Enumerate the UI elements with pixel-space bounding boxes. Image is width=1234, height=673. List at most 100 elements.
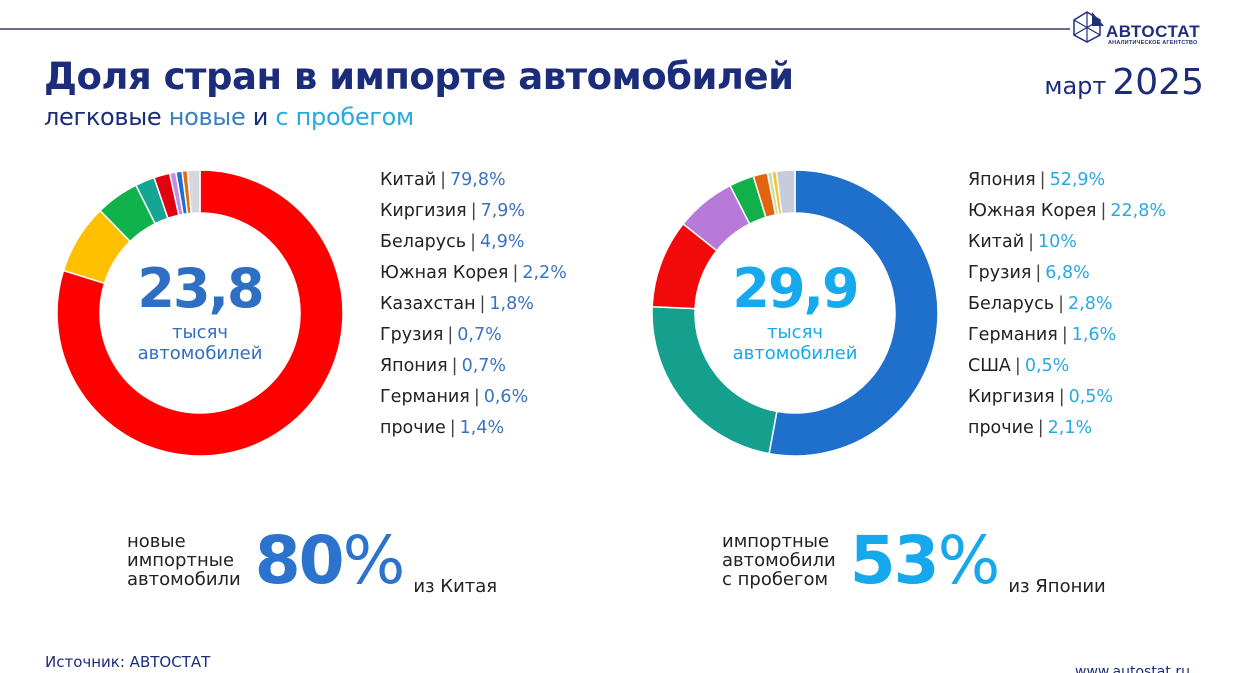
legend-separator: | bbox=[479, 294, 486, 314]
legend-value: 10% bbox=[1038, 232, 1077, 252]
legend-item: Грузия | 6,8% bbox=[968, 258, 1166, 289]
legend-label: прочие bbox=[380, 418, 446, 438]
report-date: март 2025 bbox=[1044, 62, 1204, 103]
website-link[interactable]: www.autostat.ru bbox=[1075, 664, 1190, 673]
stat-new-desc-line3: автомобили bbox=[127, 569, 241, 590]
total-new-unit-line1: тысяч bbox=[171, 322, 229, 343]
donut-slice-япония bbox=[768, 169, 939, 457]
stat-new-percent: 80% bbox=[255, 522, 406, 599]
legend-label: Япония bbox=[380, 356, 448, 376]
legend-item: Киргизия | 7,9% bbox=[380, 196, 567, 227]
legend-value: 2,8% bbox=[1068, 294, 1113, 314]
legend-separator: | bbox=[470, 201, 477, 221]
page-subtitle: легковые новые и с пробегом bbox=[44, 103, 414, 131]
legend-separator: | bbox=[1058, 294, 1064, 314]
stat-new-desc-line2: импортные bbox=[127, 550, 235, 571]
legend-item: Южная Корея | 2,2% bbox=[380, 258, 567, 289]
legend-separator: | bbox=[1058, 387, 1065, 407]
legend-separator: | bbox=[1035, 263, 1042, 283]
legend-label: Китай bbox=[968, 232, 1025, 252]
total-new-value: 23,8 bbox=[137, 257, 264, 320]
legend-item: Киргизия | 0,5% bbox=[968, 382, 1166, 413]
legend-label: Киргизия bbox=[380, 201, 467, 221]
legend-value: 2,1% bbox=[1047, 418, 1093, 438]
donut-center-new: 23,8 тысяч автомобилей bbox=[100, 257, 300, 365]
legend-new: Китай | 79,8% Киргизия | 7,9% Беларусь | 4,9% Южн… bbox=[380, 165, 567, 444]
total-used-value: 29,9 bbox=[732, 257, 859, 320]
donut-slice-прочие bbox=[775, 169, 796, 215]
stat-new-pct-sign: % bbox=[342, 522, 406, 599]
legend-separator: | bbox=[1014, 356, 1021, 376]
legend-label: Южная Корея bbox=[968, 201, 1097, 221]
legend-label: Япония bbox=[968, 170, 1036, 190]
legend-label: Беларусь bbox=[968, 294, 1055, 314]
legend-label: Южная Корея bbox=[380, 263, 509, 283]
stat-used: импортные автомобили с пробегом 53% из Яп… bbox=[722, 522, 1106, 599]
legend-item: Китай | 79,8% bbox=[380, 165, 567, 196]
legend-item: Китай | 10% bbox=[968, 227, 1166, 258]
donut-slice-китай bbox=[56, 169, 344, 457]
page-title: Доля стран в импорте автомобилей bbox=[44, 55, 794, 98]
legend-item: Южная Корея | 22,8% bbox=[968, 196, 1166, 227]
legend-value: 4,9% bbox=[480, 232, 525, 252]
legend-separator: | bbox=[1100, 201, 1107, 221]
legend-item: Казахстан | 1,8% bbox=[380, 289, 567, 320]
legend-value: 7,9% bbox=[480, 201, 526, 221]
legend-value: 0,7% bbox=[461, 356, 507, 376]
legend-item: прочие | 2,1% bbox=[968, 413, 1166, 444]
legend-value: 22,8% bbox=[1110, 201, 1166, 221]
donut-slice-прочие bbox=[186, 169, 201, 215]
legend-separator: | bbox=[451, 356, 458, 376]
stat-used-pct-sign: % bbox=[937, 522, 1001, 599]
logo-name: АВТОСТАТ bbox=[1106, 22, 1201, 41]
stat-used-desc-line3: с пробегом bbox=[722, 569, 829, 590]
legend-item: Япония | 0,7% bbox=[380, 351, 567, 382]
legend-item: США | 0,5% bbox=[968, 351, 1166, 382]
legend-label: Германия bbox=[380, 387, 470, 407]
legend-separator: | bbox=[1028, 232, 1034, 252]
legend-value: 52,9% bbox=[1049, 170, 1106, 190]
legend-separator: | bbox=[470, 232, 476, 252]
legend-item: Германия | 1,6% bbox=[968, 320, 1166, 351]
source-note: Источник: АВТОСТАТ bbox=[45, 653, 211, 671]
subtitle-part-and: и bbox=[245, 103, 276, 131]
legend-label: Германия bbox=[968, 325, 1058, 345]
subtitle-part-new: новые bbox=[168, 103, 246, 131]
logo-tagline: АНАЛИТИЧЕСКОЕ АГЕНТСТВО bbox=[1108, 40, 1198, 46]
subtitle-part-passenger: легковые bbox=[44, 103, 169, 131]
legend-label: США bbox=[968, 356, 1011, 376]
legend-separator: | bbox=[440, 170, 446, 190]
stat-used-origin: из Японии bbox=[1008, 576, 1106, 597]
legend-value: 2,2% bbox=[522, 263, 567, 283]
legend-value: 1,6% bbox=[1071, 325, 1117, 345]
legend-label: Грузия bbox=[968, 263, 1032, 283]
legend-used: Япония | 52,9% Южная Корея | 22,8% Китай | 10% Гр… bbox=[968, 165, 1166, 444]
legend-item: Беларусь | 2,8% bbox=[968, 289, 1166, 320]
date-year: 2025 bbox=[1112, 62, 1204, 103]
logo-icon bbox=[1073, 11, 1104, 43]
legend-item: прочие | 1,4% bbox=[380, 413, 567, 444]
total-used-unit-line2: автомобилей bbox=[732, 343, 858, 364]
donut-chart-new bbox=[56, 169, 344, 457]
legend-value: 0,5% bbox=[1068, 387, 1114, 407]
stat-new: новые импортные автомобили 80% из Китая bbox=[127, 522, 497, 599]
legend-item: Беларусь | 4,9% bbox=[380, 227, 567, 258]
date-month: март bbox=[1044, 72, 1107, 100]
legend-value: 0,6% bbox=[483, 387, 529, 407]
stat-used-percent: 53% bbox=[850, 522, 1001, 599]
legend-value: 6,8% bbox=[1045, 263, 1090, 283]
stat-new-origin: из Китая bbox=[413, 576, 498, 597]
legend-label: Китай bbox=[380, 170, 437, 190]
legend-label: Казахстан bbox=[380, 294, 476, 314]
total-used-unit-line1: тысяч bbox=[766, 322, 824, 343]
legend-item: Япония | 52,9% bbox=[968, 165, 1166, 196]
donut-center-used: 29,9 тысяч автомобилей bbox=[695, 257, 895, 365]
stat-used-desc-line2: автомобили bbox=[722, 550, 836, 571]
legend-value: 79,8% bbox=[450, 170, 506, 190]
donut-chart-used bbox=[651, 169, 939, 457]
stat-new-description: новые импортные автомобили bbox=[127, 532, 241, 589]
legend-item: Германия | 0,6% bbox=[380, 382, 567, 413]
legend-value: 0,7% bbox=[457, 325, 502, 345]
legend-label: Киргизия bbox=[968, 387, 1055, 407]
legend-value: 1,8% bbox=[489, 294, 534, 314]
